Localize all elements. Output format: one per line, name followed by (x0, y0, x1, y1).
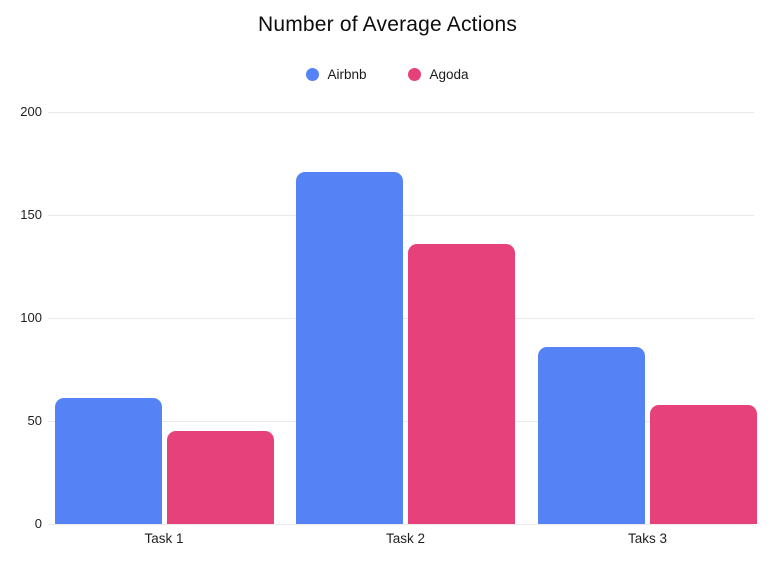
legend-marker-airbnb-icon (306, 68, 320, 81)
bar-airbnb-taks-3 (538, 346, 645, 524)
gridline-0 (48, 524, 754, 525)
bar-airbnb-task-2 (296, 171, 403, 524)
chart-title: Number of Average Actions (257, 13, 518, 36)
gridline-200 (48, 112, 754, 113)
x-axis-label-taks-3: Taks 3 (627, 531, 668, 546)
y-tick-label-200: 200 (20, 104, 42, 119)
bar-agoda-task-2 (408, 243, 515, 524)
y-tick-label-100: 100 (20, 310, 42, 325)
bar-agoda-task-1 (166, 431, 274, 524)
bar-agoda-taks-3 (650, 404, 757, 524)
x-axis-label-task-1: Task 1 (144, 531, 184, 546)
legend-label-agoda: Agoda (429, 67, 469, 82)
legend-marker-agoda-icon (408, 68, 422, 81)
bar-airbnb-task-1 (54, 398, 162, 524)
legend: Airbnb Agoda (0, 67, 775, 82)
legend-label-airbnb: Airbnb (327, 67, 367, 82)
plot-area (48, 112, 757, 525)
x-axis-label-task-2: Task 2 (385, 531, 426, 546)
legend-item-airbnb[interactable]: Airbnb (306, 67, 366, 82)
y-tick-label-150: 150 (20, 207, 42, 222)
y-tick-label-0: 0 (34, 516, 42, 531)
y-tick-label-50: 50 (27, 413, 42, 428)
legend-item-agoda[interactable]: Agoda (408, 67, 469, 82)
